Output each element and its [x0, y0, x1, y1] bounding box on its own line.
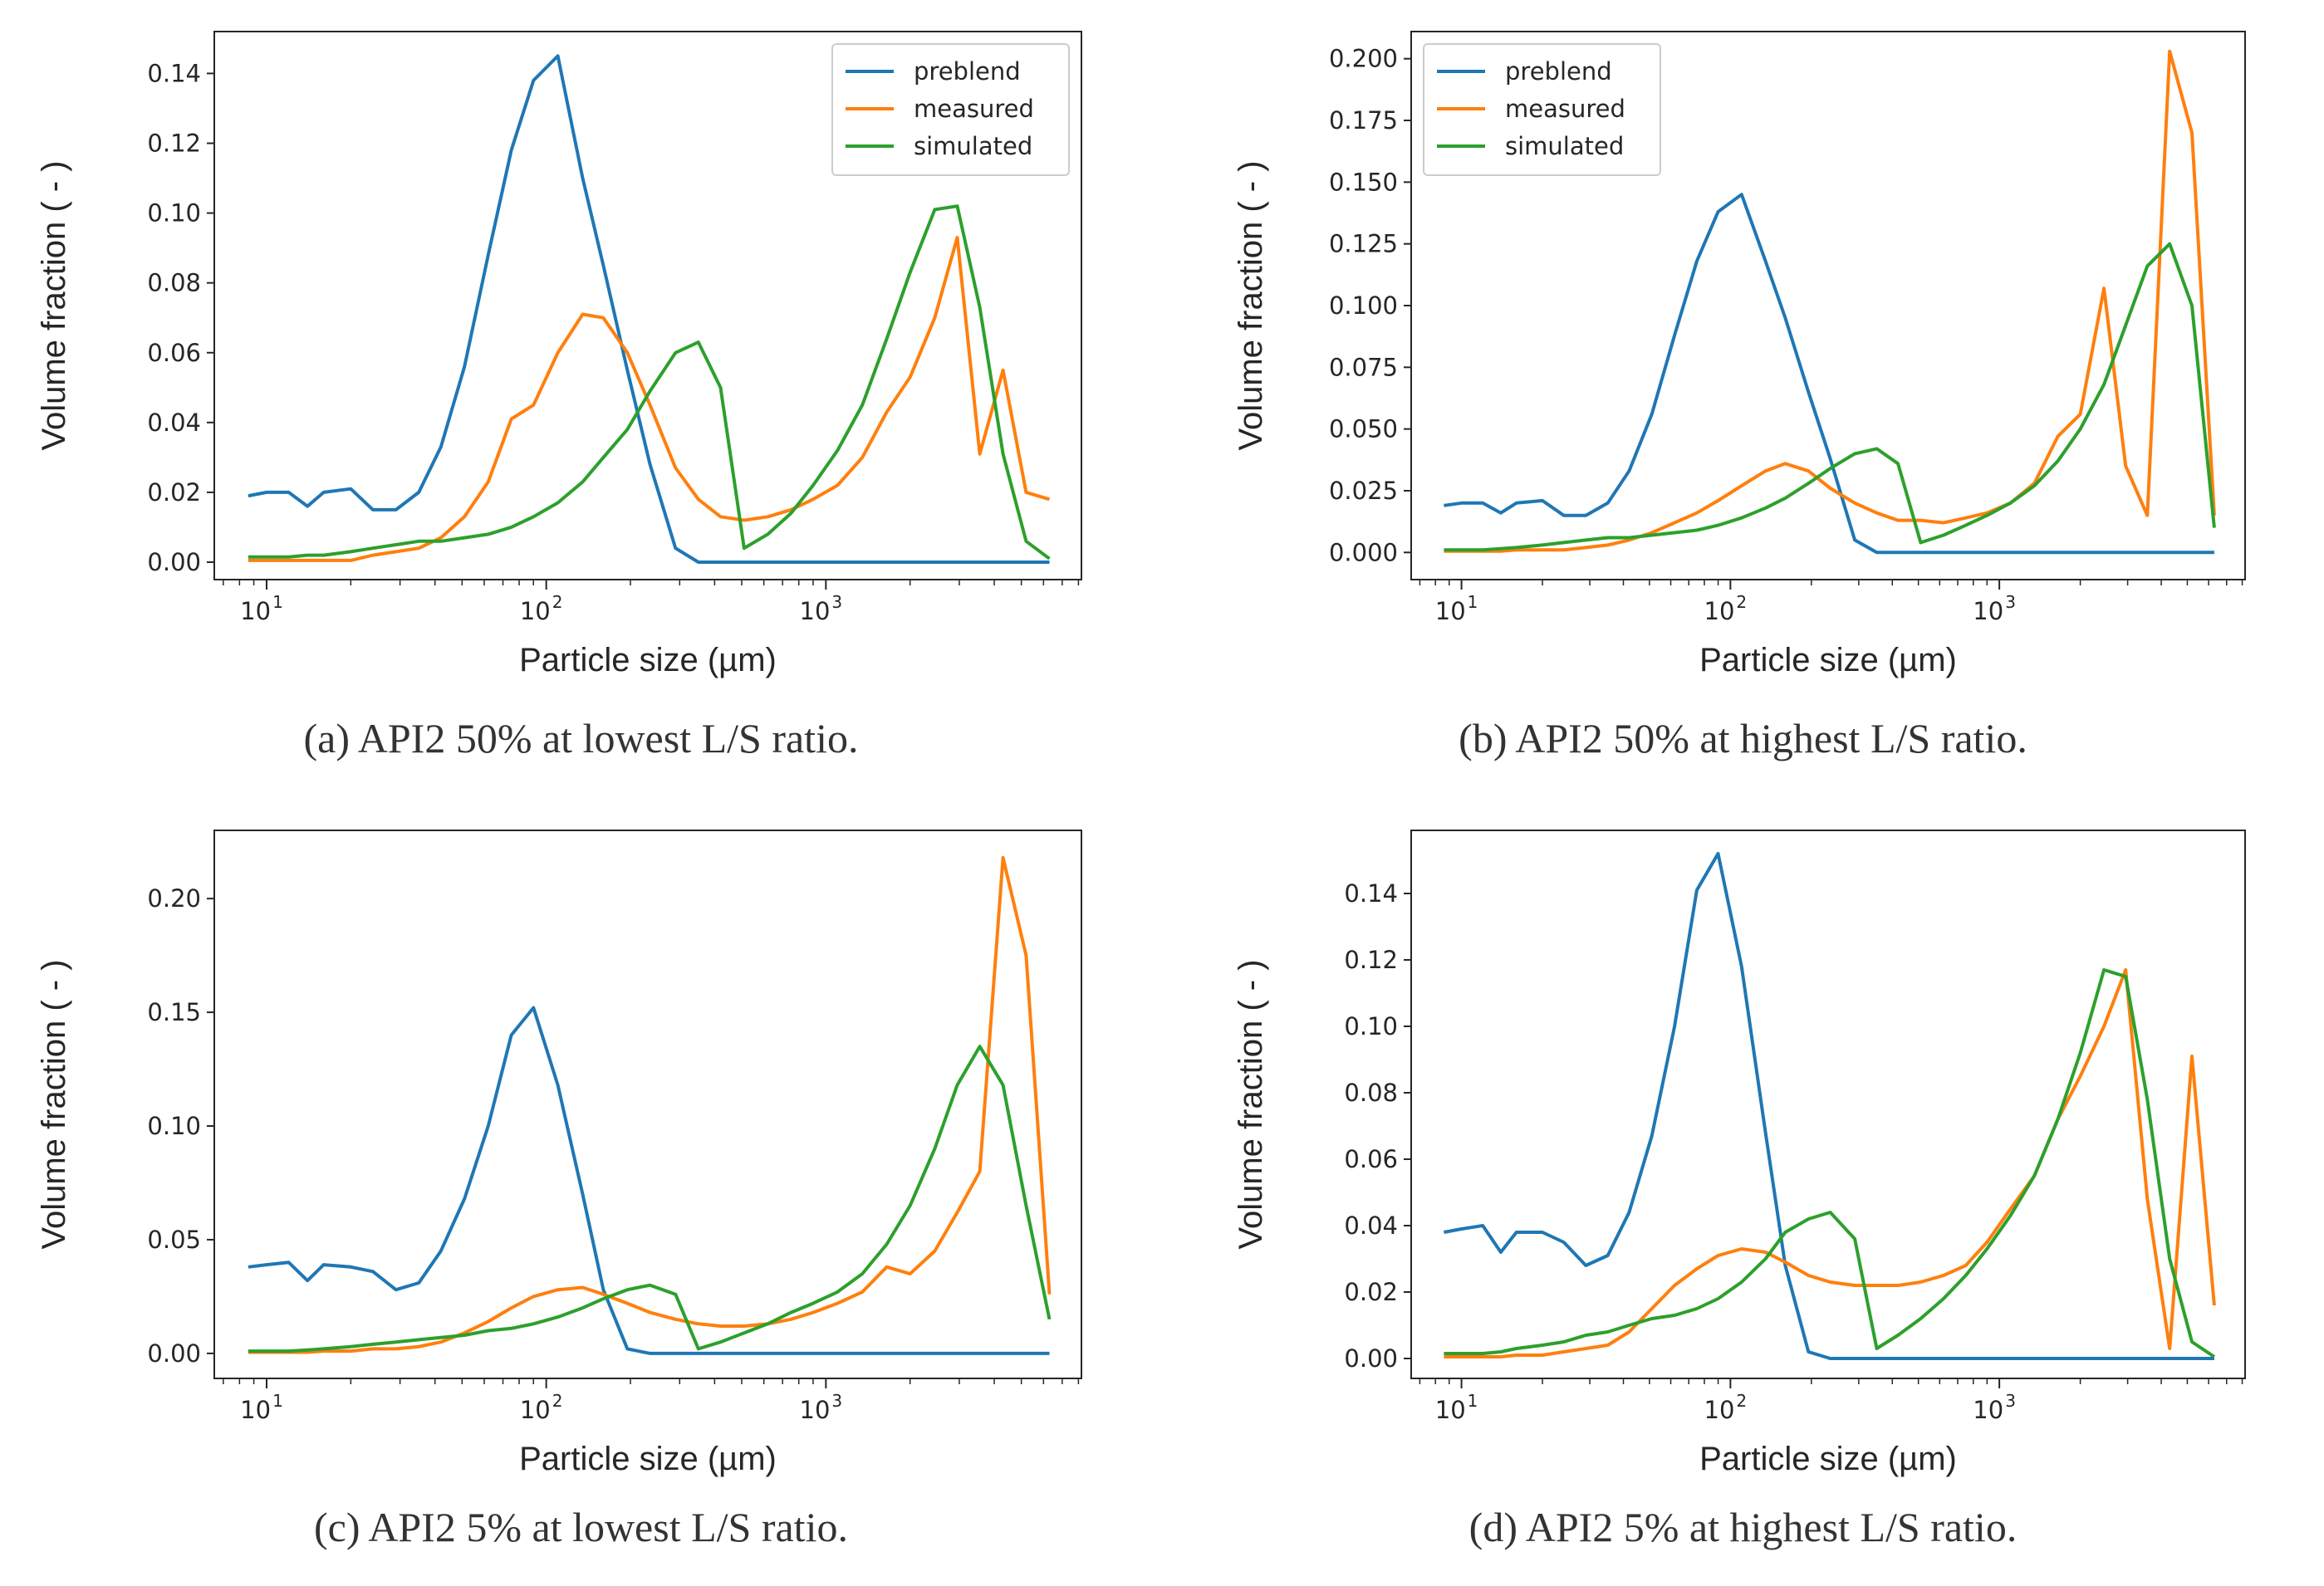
chart-a-x-tick-label: 10 2 [520, 592, 563, 625]
chart-b-y-tick-label: 0.150 [1329, 168, 1398, 196]
chart-c-y-tick-label: 0.05 [147, 1226, 201, 1254]
chart-d-series-measured-line [1444, 968, 2216, 1358]
chart-d-series-simulated-line [1444, 968, 2216, 1358]
chart-b-legend-label-measured: measured [1505, 95, 1625, 123]
caption-a: (a) API2 50% at lowest L/S ratio. [303, 715, 859, 761]
chart-d-y-tick-label: 0.08 [1344, 1079, 1398, 1107]
chart-d-y-tick-label: 0.10 [1344, 1012, 1398, 1040]
chart-b-y-tick-label: 0.025 [1329, 477, 1398, 505]
chart-d-y-axis-label: Volume fraction ( - ) [1233, 959, 1269, 1249]
chart-a-x-tick-label: 10 1 [240, 592, 283, 625]
chart-c-x-tick-label: 10 2 [520, 1391, 563, 1424]
chart-panel-b: 0.000 0.025 0.050 0.075 0.100 0.125 0.150 0.175… [1162, 0, 2324, 789]
chart-a-legend-label-measured: measured [914, 95, 1034, 123]
chart-a-legend-label-simulated: simulated [914, 132, 1032, 160]
chart-c-x-axis-label: Particle size (µm) [519, 1441, 777, 1477]
chart-b-series-simulated-line [1444, 242, 2216, 552]
chart-b-x-tick-label: 10 3 [1973, 592, 2016, 625]
chart-c-series-simulated-line [248, 1045, 1052, 1353]
chart-d-y-tick-label: 0.14 [1344, 879, 1398, 908]
chart-a-y-tick-label: 0.12 [147, 130, 201, 158]
chart-a-y-tick-label: 0.10 [147, 199, 201, 228]
chart-d-x-tick-label: 10 3 [1973, 1391, 2016, 1424]
chart-c-y-tick-label: 0.00 [147, 1339, 201, 1368]
chart-c-series-measured-line [248, 855, 1052, 1354]
chart-a-y-tick-label: 0.00 [147, 548, 201, 576]
chart-d-x-tick-label: 10 2 [1704, 1391, 1748, 1424]
chart-a-y-tick-label: 0.14 [147, 59, 201, 87]
chart-d-plot-frame [1410, 830, 2246, 1379]
chart-a-y-tick-label: 0.04 [147, 409, 201, 437]
caption-c: (c) API2 5% at lowest L/S ratio. [314, 1504, 848, 1550]
caption-d: (d) API2 5% at highest L/S ratio. [1468, 1504, 2018, 1550]
chart-a-y-tick-label: 0.08 [147, 269, 201, 297]
chart-b-y-tick-label: 0.200 [1329, 45, 1398, 73]
chart-a-series-measured-line [248, 236, 1051, 562]
chart-panel-c: 0.00 0.05 0.10 0.15 0.20 10 1 10 2 10 3 Particle si… [0, 797, 1162, 1586]
chart-c-plot-frame [213, 830, 1082, 1379]
chart-a-x-tick-label: 10 3 [800, 592, 843, 625]
chart-b-y-tick-label: 0.125 [1329, 230, 1398, 258]
chart-b-legend-box [1423, 43, 1661, 176]
chart-d-y-tick-label: 0.04 [1344, 1212, 1398, 1240]
chart-c-y-tick-label: 0.10 [147, 1112, 201, 1140]
chart-c-x-tick-label: 10 3 [800, 1391, 843, 1424]
chart-d-y-tick-label: 0.12 [1344, 946, 1398, 974]
chart-b-y-tick-label: 0.000 [1329, 538, 1398, 566]
chart-b-y-axis-label: Volume fraction ( - ) [1233, 160, 1269, 450]
chart-b-series-measured-line [1444, 49, 2216, 553]
chart-panel-d: 0.00 0.02 0.04 0.06 0.08 0.10 0.12 0.14 10 1 10 2 10… [1162, 797, 2324, 1586]
chart-d-y-tick-label: 0.02 [1344, 1278, 1398, 1306]
chart-d-y-tick-label: 0.06 [1344, 1145, 1398, 1173]
chart-c-y-axis-label: Volume fraction ( - ) [36, 959, 72, 1249]
chart-a-legend-box [831, 43, 1070, 176]
chart-b-y-tick-label: 0.050 [1329, 415, 1398, 443]
chart-panel-a: 0.00 0.02 0.04 0.06 0.08 0.10 0.12 0.14 10 1 10 2 10… [0, 0, 1162, 789]
chart-d-x-tick-label: 10 1 [1435, 1391, 1478, 1424]
chart-b-legend-label-preblend: preblend [1505, 57, 1612, 86]
chart-a-series-simulated-line [248, 204, 1051, 560]
chart-c: 0.00 0.05 0.10 0.15 0.20 10 1 10 2 10 3 Particle si… [36, 830, 1082, 1477]
chart-d-series-preblend-line [1444, 852, 2214, 1360]
chart-b: 0.000 0.025 0.050 0.075 0.100 0.125 0.150 0.175… [1233, 31, 2246, 678]
chart-b-series-preblend-line [1444, 193, 2214, 555]
chart-a-y-tick-label: 0.02 [147, 478, 201, 507]
chart-b-x-tick-label: 10 2 [1704, 592, 1748, 625]
chart-d-y-tick-label: 0.00 [1344, 1344, 1398, 1373]
chart-c-x-tick-label: 10 1 [240, 1391, 283, 1424]
caption-b: (b) API2 50% at highest L/S ratio. [1459, 715, 2027, 761]
chart-b-y-tick-label: 0.175 [1329, 106, 1398, 135]
chart-a: 0.00 0.02 0.04 0.06 0.08 0.10 0.12 0.14 10 1 10 2 10… [36, 31, 1082, 678]
chart-a-y-tick-label: 0.06 [147, 339, 201, 367]
chart-b-y-tick-label: 0.075 [1329, 353, 1398, 381]
chart-d-x-axis-label: Particle size (µm) [1699, 1441, 1957, 1477]
chart-a-legend-label-preblend: preblend [914, 57, 1021, 86]
chart-b-x-tick-label: 10 1 [1435, 592, 1478, 625]
chart-b-y-tick-label: 0.100 [1329, 291, 1398, 320]
chart-a-y-axis-label: Volume fraction ( - ) [36, 160, 72, 450]
chart-c-y-tick-label: 0.20 [147, 884, 201, 913]
chart-b-x-axis-label: Particle size (µm) [1699, 642, 1957, 678]
chart-c-y-tick-label: 0.15 [147, 998, 201, 1026]
chart-a-plot-frame [213, 31, 1082, 580]
chart-c-series-preblend-line [248, 1006, 1050, 1355]
chart-a-x-axis-label: Particle size (µm) [519, 642, 777, 678]
chart-b-legend-label-simulated: simulated [1505, 132, 1624, 160]
chart-a-series-preblend-line [248, 54, 1050, 564]
chart-d: 0.00 0.02 0.04 0.06 0.08 0.10 0.12 0.14 10 1 10 2 10… [1233, 830, 2246, 1477]
